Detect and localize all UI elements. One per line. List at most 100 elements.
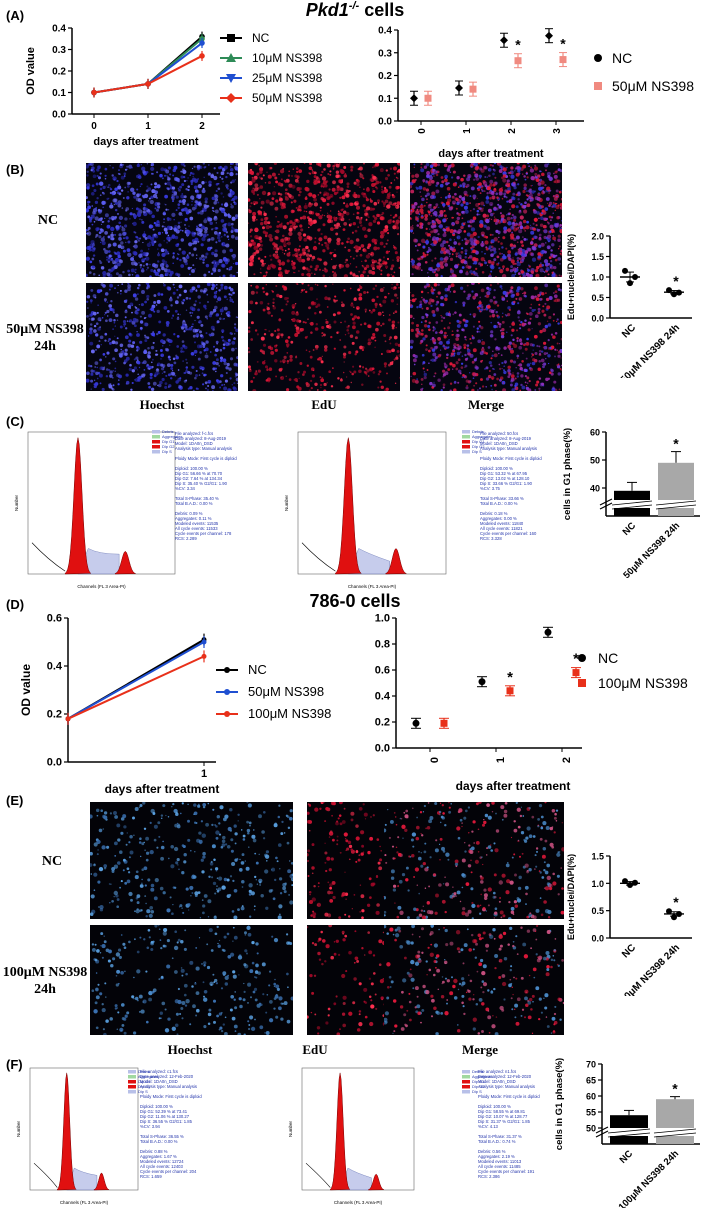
x-tick-label: 0	[91, 121, 97, 132]
y-tick-label: 2.0	[591, 232, 604, 242]
flow-stats-line: Dip S: 35.40 % G2/G1: 1.90	[175, 481, 228, 486]
flow-stats-line: Dip S: 33.66 % G2/G1: 1.90	[480, 481, 533, 486]
x-tick-label: 2	[199, 121, 205, 132]
legend-label: 50μM NS398	[252, 91, 323, 105]
legend-marker	[594, 82, 602, 90]
flow-stats-line: Cycle events per channel: 178	[175, 531, 232, 536]
flow-stats-line: Cycle events per channel: 191	[478, 1169, 535, 1174]
data-point	[91, 89, 97, 96]
microscopy-field	[90, 802, 293, 919]
flow-x-axis-title: Channels (FL 3 Area-PI)	[348, 584, 397, 589]
x-axis-title: days after treatment	[456, 779, 571, 793]
y-tick-label: 0.0	[375, 743, 390, 755]
x-tick-label: 1	[495, 757, 507, 763]
y-tick-label: 1.5	[591, 852, 604, 862]
flow-stats-line: Dip G2: 7.64 % at 134.34	[175, 476, 223, 481]
flow-x-axis-title: Channels (FL 3 Area-PI)	[77, 584, 126, 589]
flow-legend-swatch	[462, 450, 470, 454]
chart-b: 0.00.51.01.52.0Edu+nuclei/DAPI(%)NC50μM …	[566, 232, 692, 378]
flow-stats-line: Total S-Phase: 33.66 %	[480, 496, 524, 501]
legend-label: 100μM NS398	[248, 706, 331, 721]
flow-legend-label: Debris	[162, 429, 174, 434]
flow-stats-line: File analyzed: c1.fcs	[140, 1069, 178, 1074]
flow-stats-line: Total B.A.D.: 0.00 %	[140, 1139, 178, 1144]
panel-label-e: (E)	[6, 793, 24, 808]
flow-legend-label: Dip S	[162, 449, 172, 454]
flow-stats-line: Aggregates: 2.19 %	[478, 1154, 515, 1159]
microscopy-field	[384, 925, 564, 1035]
legend-marker	[594, 54, 602, 62]
flow-plot-frame	[29, 1067, 139, 1191]
data-point	[671, 914, 677, 921]
flow-legend-label: Dip G2	[138, 1084, 151, 1089]
legend-marker	[578, 654, 586, 662]
legend-label: 50μM NS398	[248, 684, 324, 699]
data-point	[545, 31, 553, 40]
legend-label: NC	[248, 662, 267, 677]
flow-stats-line: Dip S: 31.37 % G2/G1: 1.85	[478, 1119, 531, 1124]
row-label-b-treated: 50μM NS398 24h	[6, 322, 84, 354]
flow-legend-swatch	[152, 450, 160, 454]
bar-break-gap	[613, 500, 651, 508]
s-phase-area	[348, 548, 390, 575]
bar-break-mark	[653, 1128, 697, 1138]
col-label-b-merge: Merge	[467, 397, 505, 412]
data-point	[622, 267, 628, 274]
y-tick-label: 0.2	[378, 71, 392, 82]
y-tick-label: 0.6	[47, 613, 62, 625]
data-point	[632, 879, 638, 886]
category-label: NC	[618, 1148, 636, 1166]
row-label-b-nc: NC	[37, 213, 59, 228]
y-tick-label: 0.0	[591, 314, 604, 324]
microscopy-field	[410, 283, 562, 391]
y-tick-label: 0.2	[52, 67, 66, 78]
significance-marker: *	[673, 894, 679, 910]
flow-legend-swatch	[462, 1070, 470, 1074]
legend-marker	[226, 53, 236, 62]
flow-stats-line: %CV: 3.75	[480, 486, 501, 491]
y-axis-title: cells in G1 phase(%)	[562, 428, 573, 520]
legend-label: 10μM NS398	[252, 51, 323, 65]
y-axis-title: cells in G1 phase(%)	[554, 1058, 565, 1150]
y-tick-label: 0.8	[375, 639, 390, 651]
y-tick-label: 0.1	[378, 94, 392, 105]
flow-stats-line: Model: 1DA0n_DSD	[140, 1079, 178, 1084]
g1-peak	[335, 437, 362, 575]
flow-stats-line: Cycle events per channel: 204	[140, 1169, 197, 1174]
flow-legend-swatch	[128, 1080, 136, 1084]
pkd1-title-sup: -/-	[348, 0, 360, 12]
x-tick-label: 2	[507, 128, 518, 134]
category-label: NC	[620, 322, 638, 340]
image-b-edu-nc	[248, 163, 400, 277]
x-axis-title: days after treatment	[105, 782, 220, 796]
axis-break	[595, 1126, 609, 1138]
data-point	[622, 878, 628, 885]
data-point	[201, 639, 207, 645]
y-tick-label: 1.0	[591, 273, 604, 283]
legend-marker	[224, 667, 230, 673]
flow-legend-swatch	[462, 430, 470, 434]
flow-stats-line: Total B.A.D.: 0.74 %	[478, 1139, 516, 1144]
flow-stats-line: Debris: 0.88 %	[140, 1149, 168, 1154]
image-b-merge-treated	[410, 283, 562, 391]
flow-stats-line: All cycle events: 11533	[175, 526, 218, 531]
panel-label-a: (A)	[6, 8, 25, 23]
g2-peak	[385, 548, 408, 575]
image-b-edu-treated	[248, 283, 400, 391]
flow-x-axis-title: Channels (FL 3 Area-PI)	[60, 1200, 109, 1205]
flow-stats-line: Total S-Phase: 35.40 %	[175, 496, 219, 501]
flow-y-axis-title: Number	[284, 495, 289, 512]
data-point	[478, 678, 486, 686]
flow-stats-line: Modeled events: 11840	[480, 521, 524, 526]
data-point	[412, 719, 420, 727]
flow-stats-line: RCS: 2.289	[175, 536, 197, 541]
y-tick-label: 0.0	[47, 757, 62, 769]
y-tick-label: 0.3	[52, 45, 66, 56]
legend-marker	[224, 689, 230, 695]
flow-stats-line: %CV: 3.94	[140, 1124, 161, 1129]
debris-curve	[31, 542, 66, 572]
y-tick-label: 0.5	[591, 906, 604, 916]
flow-plot-frame	[301, 1067, 415, 1191]
data-point	[506, 687, 514, 695]
